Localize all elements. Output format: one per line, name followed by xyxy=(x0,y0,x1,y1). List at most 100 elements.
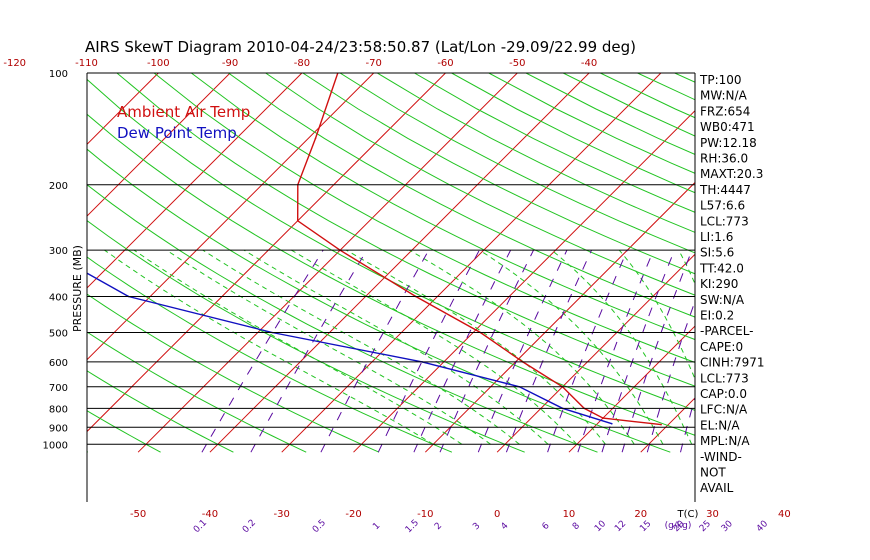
mixing-ratio-line xyxy=(250,249,368,453)
mixing-ratio-tick-label: 6 xyxy=(541,521,552,532)
dry-adiabat-line xyxy=(87,410,161,453)
dry-adiabat-line xyxy=(302,73,695,275)
bottom-temp-tick-label: 0 xyxy=(494,509,500,520)
dry-adiabat-line xyxy=(824,73,870,452)
index-item: TT:42.0 xyxy=(699,261,744,275)
dry-adiabat-line xyxy=(228,73,695,318)
mixing-ratio-line xyxy=(646,299,695,453)
dry-adiabat-line xyxy=(87,78,695,411)
bottom-temp-unit: T(C) xyxy=(677,509,699,520)
dry-adiabat-line xyxy=(153,73,695,364)
temperature-point xyxy=(296,220,299,222)
index-item: EL:N/A xyxy=(700,418,740,432)
dry-adiabat-line xyxy=(87,184,598,453)
pressure-tick-label: 200 xyxy=(49,181,68,192)
chart-title: AIRS SkewT Diagram 2010-04-24/23:58:50.8… xyxy=(85,38,636,56)
index-item: LI:1.6 xyxy=(700,230,733,244)
dry-adiabat-line xyxy=(749,73,870,452)
dry-adiabat-line xyxy=(87,256,453,453)
dry-adiabat-line xyxy=(87,113,695,436)
mixing-ratio-tick-label: 1 xyxy=(371,521,382,532)
dry-adiabat-line xyxy=(191,73,695,341)
top-temp-tick-label: -100 xyxy=(147,58,170,69)
dewpoint-point xyxy=(46,184,48,186)
index-item: L57:6.6 xyxy=(700,199,745,213)
moist-adiabat-line xyxy=(104,249,434,445)
moist-adiabat-line xyxy=(202,249,520,445)
mixing-ratio-tick-label: 3 xyxy=(471,521,482,532)
isotherm-line xyxy=(87,73,375,361)
bottom-temp-tick-label: -50 xyxy=(130,509,146,520)
pressure-tick-label: 700 xyxy=(49,383,68,394)
temperature-point xyxy=(660,423,662,426)
temperature-profile-line xyxy=(296,73,662,426)
mixing-ratio-tick-label: 15 xyxy=(638,519,653,534)
mixing-ratio-tick-label: 0.2 xyxy=(241,518,258,535)
index-item: SW:N/A xyxy=(700,293,745,307)
index-item: CINH:7971 xyxy=(700,356,765,370)
mixing-ratio-line xyxy=(621,250,693,453)
top-temp-tick-label: -120 xyxy=(3,58,26,69)
moist-adiabat-line xyxy=(133,249,463,445)
dry-adiabat-line xyxy=(861,73,870,452)
legend: Ambient Air Temp Dew Point Temp xyxy=(117,103,250,142)
index-item: LCL:773 xyxy=(700,371,749,385)
pressure-tick-label: 1000 xyxy=(43,440,68,451)
isotherm-line xyxy=(568,325,695,453)
mixing-ratio-tick-label: 2 xyxy=(433,521,444,532)
isotherm-line xyxy=(281,73,662,453)
isotherm-line xyxy=(87,73,159,146)
moist-adiabat-line xyxy=(291,249,578,445)
moist-adiabat-line xyxy=(409,249,635,445)
index-item: AVAIL xyxy=(700,481,734,495)
index-item: MW:N/A xyxy=(700,89,748,103)
index-item: WB0:471 xyxy=(700,120,755,134)
index-item: -WIND- xyxy=(700,450,742,464)
mixing-ratio-line xyxy=(201,249,324,453)
mixing-ratio-line xyxy=(320,249,430,453)
index-item: SI:5.6 xyxy=(700,246,734,260)
dry-adiabat-line xyxy=(87,148,671,453)
pressure-tick-label: 300 xyxy=(49,246,68,257)
isotherm-line xyxy=(209,73,590,453)
top-temp-tick-label: -80 xyxy=(294,58,310,69)
mixing-ratio-line xyxy=(547,250,628,453)
top-temp-tick-label: -110 xyxy=(75,58,98,69)
bottom-temp-tick-label: -30 xyxy=(274,509,290,520)
dewpoint-point xyxy=(45,249,47,251)
mixing-ratio-line xyxy=(439,249,534,453)
index-item: TH:4447 xyxy=(699,183,751,197)
index-item: MAXT:20.3 xyxy=(700,167,763,181)
top-temp-tick-label: -40 xyxy=(581,58,597,69)
mixing-ratio-tick-label: 0.5 xyxy=(311,518,328,535)
bottom-temp-tick-label: -20 xyxy=(345,509,361,520)
dewpoint-point xyxy=(49,138,51,140)
index-item: EI:0.2 xyxy=(700,309,734,323)
bottom-temp-tick-label: 30 xyxy=(706,509,719,520)
mixing-ratio-line xyxy=(601,250,675,453)
dry-adiabat-line xyxy=(525,73,695,155)
pressure-tick-label: 500 xyxy=(49,329,68,340)
mixing-ratio-line xyxy=(413,249,512,453)
bottom-temp-tick-label: -40 xyxy=(202,509,218,520)
dry-adiabat-line xyxy=(376,73,695,233)
index-item: CAPE:0 xyxy=(700,340,743,354)
y-axis-title: PRESSURE (MB) xyxy=(71,245,84,332)
mixing-ratio-tick-label: 10 xyxy=(593,519,608,534)
isotherm-line xyxy=(856,73,870,452)
mixing-ratio-tick-label: 12 xyxy=(613,519,628,534)
dry-adiabat-line xyxy=(786,73,870,452)
temperature-point xyxy=(602,417,604,419)
top-temp-tick-label: -60 xyxy=(437,58,453,69)
index-item: LFC:N/A xyxy=(700,403,748,417)
pressure-tick-label: 100 xyxy=(49,69,68,80)
pressure-tick-label: 800 xyxy=(49,404,68,415)
pressure-tick-label: 600 xyxy=(49,358,68,369)
dry-adiabat-line xyxy=(87,370,234,453)
index-item: CAP:0.0 xyxy=(700,387,747,401)
legend-dew-point-temp: Dew Point Temp xyxy=(117,124,237,142)
legend-ambient-air-temp: Ambient Air Temp xyxy=(117,103,250,121)
